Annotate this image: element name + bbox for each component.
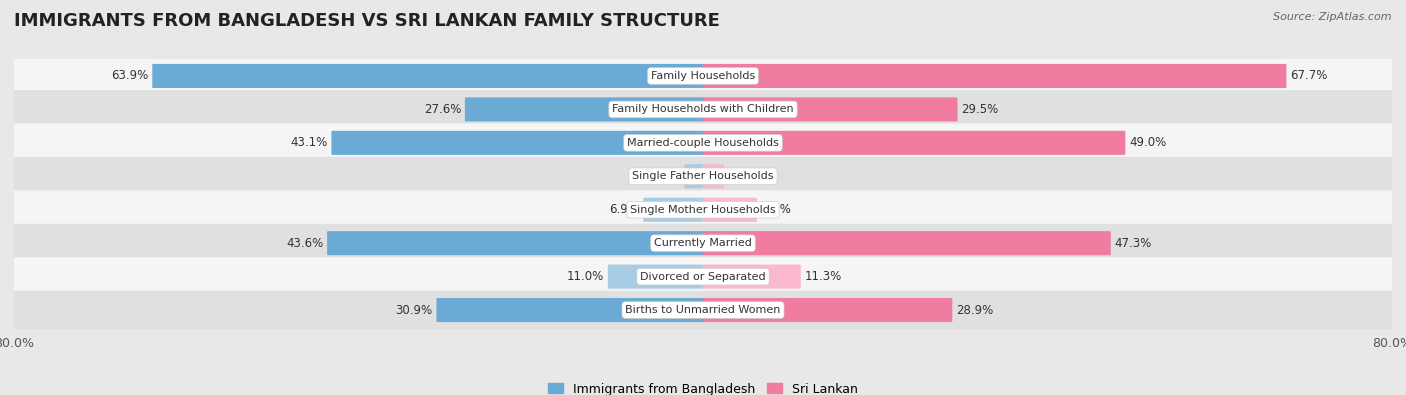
Text: 28.9%: 28.9%: [956, 304, 994, 316]
FancyBboxPatch shape: [703, 298, 952, 322]
Text: IMMIGRANTS FROM BANGLADESH VS SRI LANKAN FAMILY STRUCTURE: IMMIGRANTS FROM BANGLADESH VS SRI LANKAN…: [14, 12, 720, 30]
FancyBboxPatch shape: [703, 164, 724, 188]
FancyBboxPatch shape: [703, 265, 801, 289]
Text: 63.9%: 63.9%: [111, 70, 149, 83]
FancyBboxPatch shape: [703, 198, 756, 222]
Legend: Immigrants from Bangladesh, Sri Lankan: Immigrants from Bangladesh, Sri Lankan: [541, 376, 865, 395]
FancyBboxPatch shape: [607, 265, 703, 289]
FancyBboxPatch shape: [703, 64, 1286, 88]
Text: Single Mother Households: Single Mother Households: [630, 205, 776, 215]
Text: 47.3%: 47.3%: [1115, 237, 1152, 250]
Text: 27.6%: 27.6%: [423, 103, 461, 116]
FancyBboxPatch shape: [152, 64, 703, 88]
FancyBboxPatch shape: [685, 164, 703, 188]
Text: 43.6%: 43.6%: [285, 237, 323, 250]
Text: 2.1%: 2.1%: [651, 170, 681, 183]
Text: Married-couple Households: Married-couple Households: [627, 138, 779, 148]
FancyBboxPatch shape: [14, 190, 1392, 229]
FancyBboxPatch shape: [14, 124, 1392, 162]
Text: 2.4%: 2.4%: [728, 170, 758, 183]
Text: Family Households: Family Households: [651, 71, 755, 81]
FancyBboxPatch shape: [14, 56, 1392, 95]
FancyBboxPatch shape: [14, 157, 1392, 196]
Text: Single Father Households: Single Father Households: [633, 171, 773, 181]
Text: Divorced or Separated: Divorced or Separated: [640, 272, 766, 282]
FancyBboxPatch shape: [332, 131, 703, 155]
FancyBboxPatch shape: [436, 298, 703, 322]
Text: 49.0%: 49.0%: [1129, 136, 1167, 149]
FancyBboxPatch shape: [14, 291, 1392, 329]
FancyBboxPatch shape: [328, 231, 703, 255]
Text: 29.5%: 29.5%: [962, 103, 998, 116]
FancyBboxPatch shape: [703, 231, 1111, 255]
FancyBboxPatch shape: [14, 90, 1392, 129]
Text: Currently Married: Currently Married: [654, 238, 752, 248]
FancyBboxPatch shape: [465, 98, 703, 121]
Text: 11.0%: 11.0%: [567, 270, 605, 283]
Text: Births to Unmarried Women: Births to Unmarried Women: [626, 305, 780, 315]
FancyBboxPatch shape: [703, 98, 957, 121]
Text: 67.7%: 67.7%: [1291, 70, 1327, 83]
Text: 11.3%: 11.3%: [804, 270, 842, 283]
Text: 30.9%: 30.9%: [395, 304, 433, 316]
Text: 6.9%: 6.9%: [609, 203, 640, 216]
FancyBboxPatch shape: [703, 131, 1125, 155]
FancyBboxPatch shape: [643, 198, 703, 222]
FancyBboxPatch shape: [14, 257, 1392, 296]
FancyBboxPatch shape: [14, 224, 1392, 263]
Text: Source: ZipAtlas.com: Source: ZipAtlas.com: [1274, 12, 1392, 22]
Text: Family Households with Children: Family Households with Children: [612, 104, 794, 115]
Text: 6.2%: 6.2%: [761, 203, 790, 216]
Text: 43.1%: 43.1%: [290, 136, 328, 149]
